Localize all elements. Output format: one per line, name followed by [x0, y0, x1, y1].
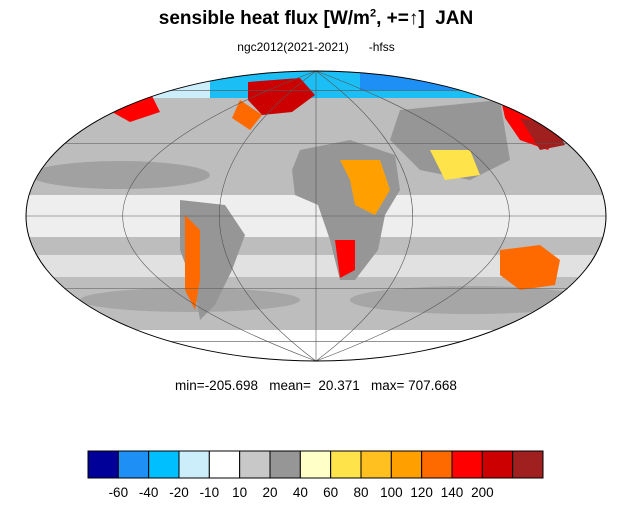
up-arrow-icon: ↑ — [408, 8, 419, 29]
globe-outline — [25, 70, 607, 362]
colorbar-box — [481, 450, 514, 479]
title-superscript: 2 — [369, 7, 377, 20]
colorbar-tick-label: -60 — [109, 485, 129, 500]
colorbar-tick-label: -20 — [169, 485, 189, 500]
colorbar-box — [87, 450, 119, 479]
colorbar-box — [148, 450, 180, 479]
field-statistics: min=-205.698 mean= 20.371 max= 707.668 — [175, 378, 457, 393]
title-text: sensible heat flux [W/m — [158, 8, 370, 29]
colorbar-labels: -60 -40 -20 -10 10 20 40 60 80 100 120 140 200 — [109, 485, 494, 500]
colorbar-box — [330, 450, 362, 479]
colorbar-tick-label: 60 — [323, 485, 338, 500]
colorbar-box — [451, 450, 483, 479]
north-atlantic-heat — [232, 100, 262, 130]
colorbar-box — [239, 450, 271, 479]
colorbar-tick-label: 40 — [293, 485, 308, 500]
colorbar-box — [178, 450, 210, 479]
ocean-patch — [350, 286, 590, 314]
subtitle-case: ngc2012(2021-2021) — [237, 40, 349, 54]
plot-subtitle: ngc2012(2021-2021) -hfss — [0, 40, 632, 54]
meridian-line — [122, 71, 317, 361]
colorbar-tick-label: -10 — [200, 485, 220, 500]
meridian-line — [315, 71, 413, 361]
colorbar-tick-label: -40 — [139, 485, 159, 500]
colorbar-tick-label: 100 — [380, 485, 403, 500]
colorbar-box — [208, 450, 241, 479]
title-suffix: , += — [376, 8, 409, 29]
colorbar-box — [299, 450, 332, 479]
plot-title: sensible heat flux [W/m2, +=↑] JAN — [0, 8, 632, 30]
colorbar-tick-label: 120 — [410, 485, 433, 500]
subtitle-variable: -hfss — [368, 40, 395, 54]
colorbar-box — [117, 450, 150, 479]
colorbar-tick-label: 20 — [262, 485, 277, 500]
colorbar-box — [390, 450, 423, 479]
colorbar-box — [421, 450, 453, 479]
ocean-patch — [30, 161, 210, 189]
colorbar-tick-label: 140 — [441, 485, 464, 500]
meridian-line — [219, 71, 317, 361]
north-atlantic-heat — [248, 78, 315, 115]
mollweide-map — [25, 70, 607, 362]
title-close: ] — [418, 8, 425, 29]
africa-heat — [335, 240, 355, 278]
max-value: 707.668 — [408, 378, 457, 393]
title-month: JAN — [435, 8, 474, 29]
africa-heat — [340, 160, 390, 215]
australia-heat — [500, 245, 560, 290]
colorbar-box — [269, 450, 301, 479]
colorbar-boxes — [87, 450, 544, 479]
colorbar-tick-label: 10 — [232, 485, 247, 500]
mean-value: 20.371 — [318, 378, 360, 393]
min-value: -205.698 — [204, 378, 258, 393]
graticule — [26, 71, 606, 361]
meridian-line — [315, 71, 510, 361]
colorbar-tick-label: 80 — [353, 485, 368, 500]
colorbar-tick-label: 200 — [471, 485, 494, 500]
colorbar-box — [360, 450, 392, 479]
andes-heat — [185, 215, 200, 310]
asia-landmass — [390, 100, 510, 180]
colorbar-box — [512, 450, 544, 479]
asia-heat — [430, 150, 480, 180]
